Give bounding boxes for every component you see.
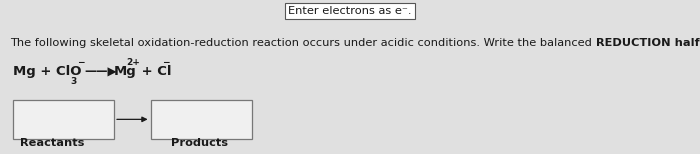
Text: −: − xyxy=(77,59,84,67)
Text: 2+: 2+ xyxy=(127,59,141,67)
Text: Enter electrons as e⁻.: Enter electrons as e⁻. xyxy=(288,6,412,16)
Text: Mg + ClO: Mg + ClO xyxy=(13,65,81,78)
FancyBboxPatch shape xyxy=(150,100,252,139)
Text: Mg: Mg xyxy=(113,65,136,78)
Text: Reactants: Reactants xyxy=(20,138,85,148)
Text: ——▶: ——▶ xyxy=(85,65,117,78)
Text: −: − xyxy=(162,59,170,67)
Text: The following skeletal oxidation-reduction reaction occurs under acidic conditio: The following skeletal oxidation-reducti… xyxy=(10,38,596,49)
Text: + Cl: + Cl xyxy=(137,65,172,78)
Text: Products: Products xyxy=(171,138,228,148)
Text: REDUCTION half reaction.: REDUCTION half reaction. xyxy=(596,38,700,49)
FancyBboxPatch shape xyxy=(13,100,114,139)
Text: 3: 3 xyxy=(71,77,77,86)
